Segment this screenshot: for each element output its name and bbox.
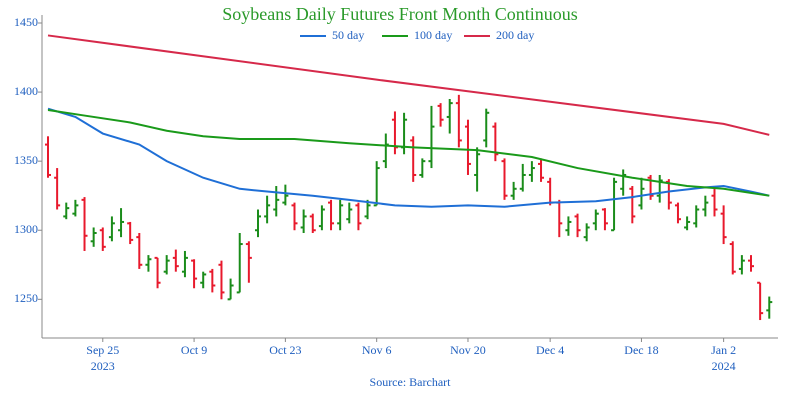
source: Source: Barchart bbox=[370, 375, 452, 389]
x-tick-year: 2024 bbox=[712, 359, 736, 373]
x-tick-label: Jan 2 bbox=[711, 343, 736, 357]
y-tick-label: 1300 bbox=[14, 222, 38, 236]
x-tick-label: Sep 25 bbox=[86, 343, 119, 357]
x-tick-label: Dec 18 bbox=[624, 343, 658, 357]
legend-label: 200 day bbox=[496, 28, 534, 42]
x-tick-label: Oct 23 bbox=[269, 343, 301, 357]
moving-average-line bbox=[47, 107, 770, 208]
y-tick-label: 1350 bbox=[14, 153, 38, 167]
moving-average-line bbox=[47, 34, 770, 136]
x-tick-year: 2023 bbox=[91, 359, 115, 373]
y-tick-label: 1250 bbox=[14, 291, 38, 305]
x-tick-label: Dec 4 bbox=[536, 343, 564, 357]
legend-label: 100 day bbox=[414, 28, 452, 42]
moving-average-line bbox=[47, 109, 770, 197]
x-tick-label: Nov 20 bbox=[450, 343, 486, 357]
x-tick-label: Oct 9 bbox=[181, 343, 207, 357]
legend-label: 50 day bbox=[332, 28, 364, 42]
chart-title: Soybeans Daily Futures Front Month Conti… bbox=[222, 4, 578, 24]
x-tick-label: Nov 6 bbox=[362, 343, 392, 357]
y-tick-label: 1450 bbox=[14, 15, 38, 29]
y-tick-label: 1400 bbox=[14, 84, 38, 98]
